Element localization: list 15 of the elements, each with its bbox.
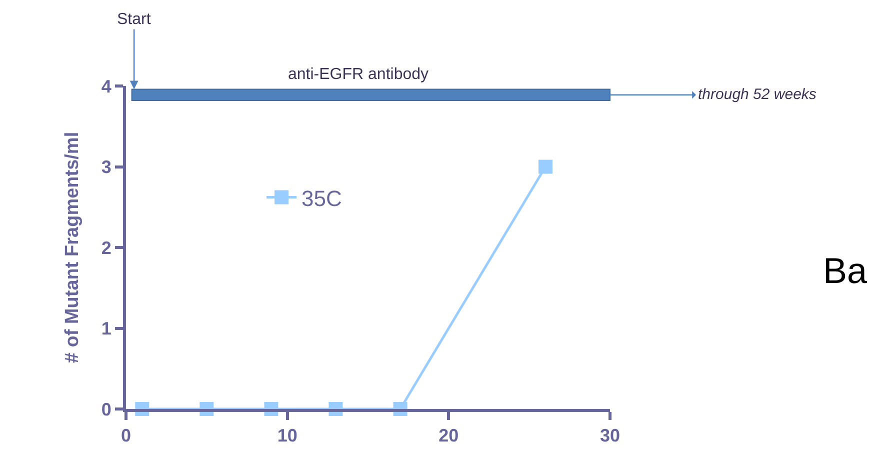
annotation: Start bbox=[117, 11, 152, 28]
y-tick-label: 3 bbox=[101, 157, 112, 178]
x-tick-label: 30 bbox=[600, 426, 620, 446]
band-label: anti-EGFR antibody bbox=[288, 66, 429, 83]
y-tick-label: 2 bbox=[101, 238, 112, 258]
x-tick-label: 0 bbox=[120, 426, 132, 446]
x-tick-label: 20 bbox=[438, 426, 459, 446]
x-tick-label: 10 bbox=[277, 426, 298, 446]
y-tick-label: 0 bbox=[101, 399, 112, 420]
y-tick-label: 4 bbox=[101, 76, 112, 96]
y-tick-label: 1 bbox=[101, 318, 112, 339]
legend-label: 35C bbox=[302, 186, 342, 211]
y-axis-title: # of Mutant Fragments/ml bbox=[62, 132, 84, 364]
annotation: through 52 weeks bbox=[698, 86, 817, 103]
text: Ba bbox=[823, 250, 868, 291]
